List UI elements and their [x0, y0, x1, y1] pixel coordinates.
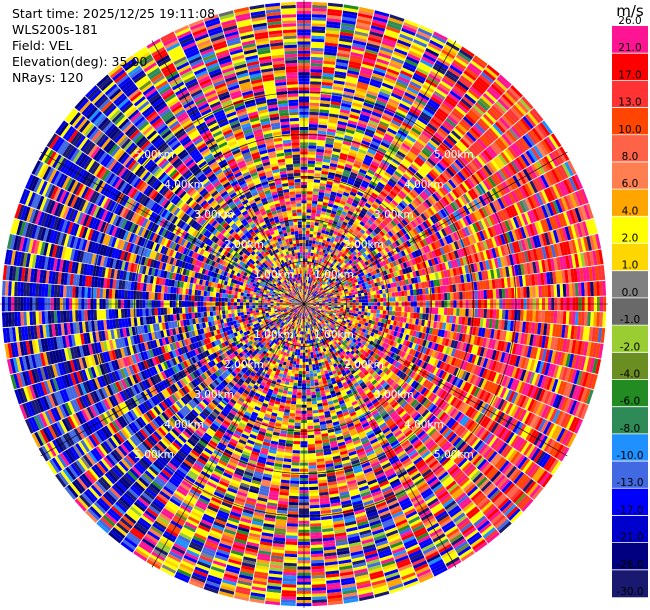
colorbar-tick-label: -2.0: [620, 341, 641, 353]
colorbar-tick-label: -30.0: [616, 586, 643, 598]
colorbar-tick-label: 8.0: [622, 151, 639, 163]
colorbar-swatch: [612, 352, 648, 380]
colorbar-tick-label: 4.0: [622, 205, 639, 217]
azimuth-line: [303, 303, 568, 457]
colorbar-tick-label: -10.0: [616, 450, 643, 462]
ring-label: 3.00km: [194, 389, 234, 401]
colorbar-tick-label: -8.0: [620, 423, 641, 435]
colorbar-swatch: [612, 325, 648, 353]
range-grid: [0, 0, 608, 608]
colorbar-tick-label: -4.0: [620, 369, 641, 381]
ring-label: 5.00km: [434, 149, 474, 161]
colorbar-tick-label: 0.0: [622, 287, 639, 299]
ring-label: 4.00km: [404, 179, 444, 191]
ring-label: 1.00km: [314, 329, 354, 341]
colorbar-swatch: [612, 216, 648, 244]
range-ring-2: [218, 218, 390, 390]
start-time-text: Start time: 2025/12/25 19:11:08: [12, 6, 216, 21]
azimuth-line: [303, 151, 568, 305]
ring-label: 4.00km: [164, 419, 204, 431]
azimuth-line: [151, 40, 305, 305]
ring-label: 5.00km: [434, 449, 474, 461]
ring-label: 2.00km: [224, 239, 264, 251]
ring-label: 5.00km: [134, 449, 174, 461]
colorbar-swatch: [612, 161, 648, 190]
colorbar-tick-label: 17.0: [618, 69, 641, 81]
field-text: Field: VEL: [12, 38, 73, 53]
range-ring-1: [261, 261, 347, 347]
azimuth-line: [303, 303, 457, 568]
colorbar-tick-label: 10.0: [618, 124, 641, 136]
colorbar-tick-label: -1.0: [620, 314, 641, 326]
ring-label: 3.00km: [374, 209, 414, 221]
colorbar-swatch: [612, 107, 648, 136]
colorbar-swatch: [612, 433, 648, 462]
range-ring-3: [176, 176, 432, 432]
ring-label: 3.00km: [194, 209, 234, 221]
colorbar-swatch: [612, 515, 648, 543]
colorbar-swatch: [612, 569, 648, 598]
colorbar-swatch: [612, 297, 648, 326]
colorbar-unit-label: m/s: [616, 2, 644, 20]
colorbar-tick-label: -6.0: [620, 396, 641, 408]
colorbar-tick-label: 21.0: [618, 42, 641, 54]
ring-label: 1.00km: [314, 269, 354, 281]
range-ring-5: [91, 91, 517, 517]
azimuth-line: [40, 151, 305, 305]
ring-label: 1.00km: [254, 329, 294, 341]
azimuth-line: [40, 303, 305, 457]
azimuth-line: [151, 303, 305, 568]
colorbar-swatch: [612, 461, 648, 489]
nrays-text: NRays: 120: [12, 70, 84, 85]
colorbar-tick-label: -26.0: [616, 559, 643, 571]
colorbar-tick-label: 6.0: [622, 178, 639, 190]
ring-label: 2.00km: [344, 359, 384, 371]
radar-ppi-plot: 1.00km 1.00km 1.00km 1.00km 2.00km 2.00km 2.00…: [0, 0, 608, 608]
colorbar-swatch: [612, 542, 648, 571]
ring-label: 1.00km: [254, 269, 294, 281]
colorbar-swatch: [612, 270, 648, 299]
colorbar-tick-label: -21.0: [616, 532, 643, 544]
colorbar-tick-label: 2.0: [622, 233, 639, 245]
colorbar-tick-label: -17.0: [616, 504, 643, 516]
ring-label: 4.00km: [404, 419, 444, 431]
colorbar-swatch: [612, 379, 648, 407]
plot-info: Start time: 2025/12/25 19:11:08 WLS200s-…: [12, 6, 215, 86]
radar-gates: [1, 1, 607, 607]
colorbar-swatch: [612, 189, 648, 217]
colorbar-tick-label: 1.0: [622, 260, 639, 272]
colorbar-swatch: [612, 53, 648, 81]
colorbar-swatch: [612, 488, 648, 516]
station-name-text: WLS200s-181: [12, 22, 98, 37]
colorbar-swatch: [612, 243, 648, 272]
range-ring-4: [134, 134, 474, 474]
colorbar-swatch: [612, 406, 648, 435]
ring-label: 2.00km: [344, 239, 384, 251]
ring-label: 4.00km: [164, 179, 204, 191]
colorbar-swatch: [612, 26, 648, 54]
azimuth-line: [303, 40, 457, 305]
colorbar-tick-label: 26.0: [618, 15, 641, 27]
ring-label: 2.00km: [224, 359, 264, 371]
colorbar-tick-label: 13.0: [618, 97, 641, 109]
elevation-text: Elevation(deg): 35.00: [12, 54, 148, 69]
ring-label: 3.00km: [374, 389, 414, 401]
colorbar-swatch: [612, 134, 648, 163]
colorbar-tick-label: -13.0: [616, 477, 643, 489]
colorbar-swatch: [612, 80, 648, 108]
range-ring-labels: 1.00km 1.00km 1.00km 1.00km 2.00km 2.00km 2.00…: [134, 149, 474, 461]
ring-label: 5.00km: [134, 149, 174, 161]
